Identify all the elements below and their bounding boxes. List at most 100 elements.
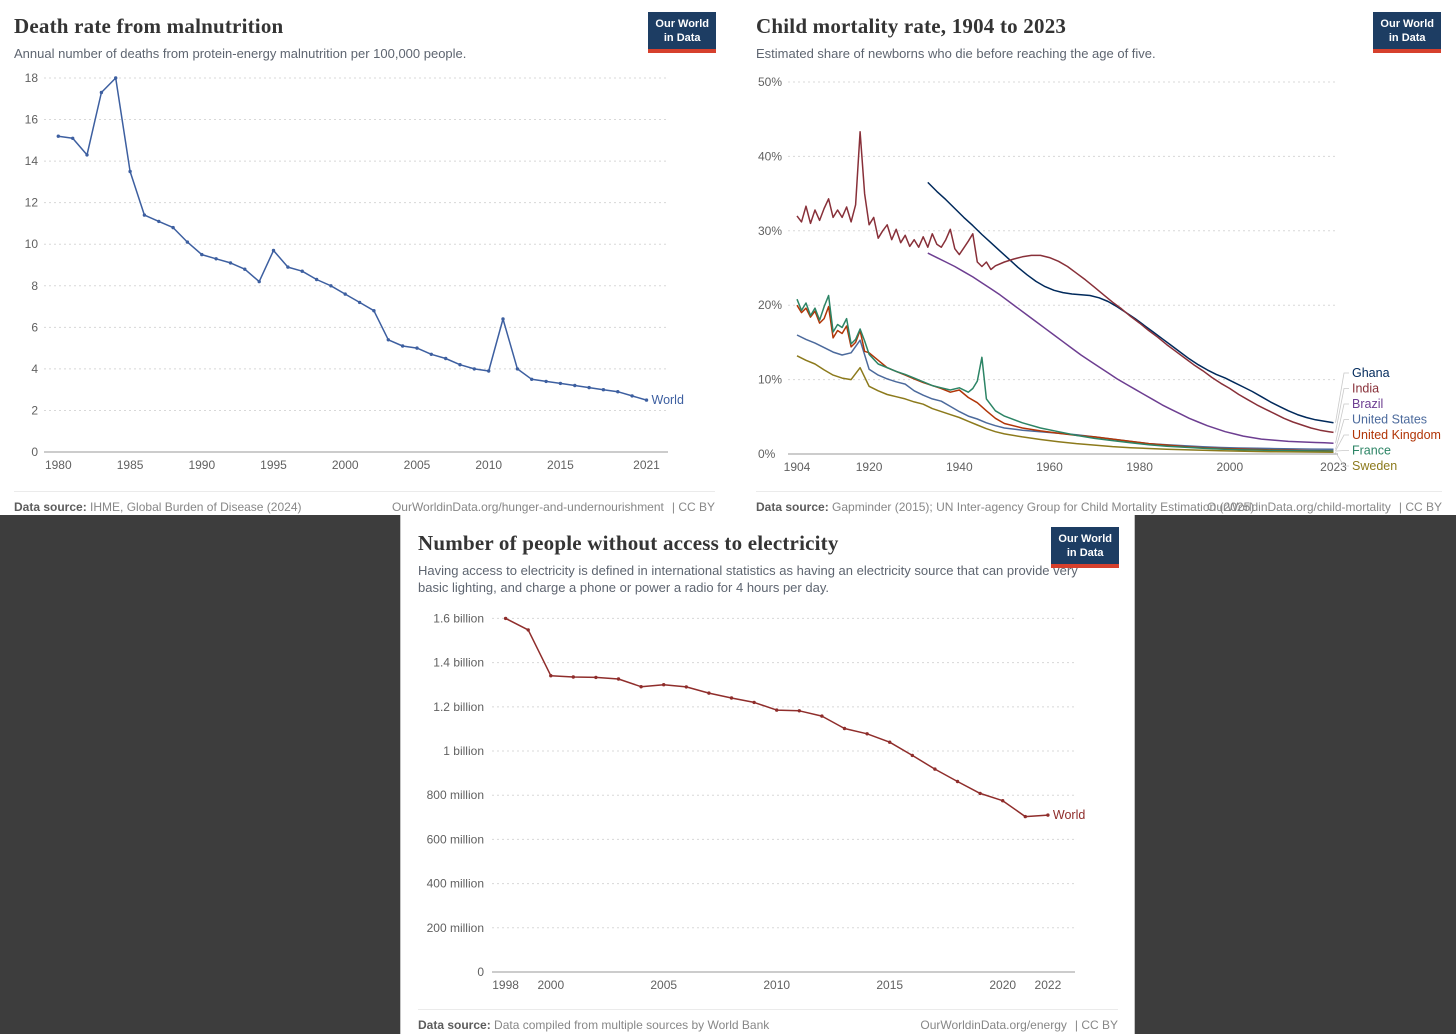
data-point-marker xyxy=(128,169,132,174)
x-tick-label: 1920 xyxy=(856,460,883,474)
data-point-marker xyxy=(300,269,304,273)
data-point-marker xyxy=(142,213,147,217)
child-mortality-chart-title: Child mortality rate, 1904 to 2023 xyxy=(756,14,1067,38)
data-point-marker xyxy=(573,383,577,388)
data-source-label: Data source: xyxy=(14,499,87,514)
data-point-marker xyxy=(501,317,505,321)
data-source-value: Gapminder (2015); UN Inter-agency Group … xyxy=(832,499,1255,514)
data-point-marker xyxy=(616,677,621,681)
owid-logo-line2: in Data xyxy=(1388,32,1426,45)
x-tick-label: 1998 xyxy=(492,978,519,992)
owid-logo-line2: in Data xyxy=(663,32,701,45)
data-source-label: Data source: xyxy=(756,499,829,514)
data-point-marker xyxy=(820,714,824,718)
cc-by-license-link[interactable]: | CC BY xyxy=(1398,499,1442,514)
data-point-marker xyxy=(503,616,508,620)
data-point-marker xyxy=(157,219,161,223)
child-mortality-chart-subtitle: Estimated share of newborns who die befo… xyxy=(756,46,1156,61)
data-point-marker xyxy=(707,691,711,695)
data-point-marker xyxy=(616,389,620,394)
legend-label-united-kingdom[interactable]: United Kingdom xyxy=(1352,428,1441,442)
x-tick-label: 1980 xyxy=(45,458,72,472)
y-tick-label: 1.6 billion xyxy=(433,611,484,625)
y-tick-label: 600 million xyxy=(427,832,484,846)
cc-by-license-link[interactable]: | CC BY xyxy=(671,499,715,514)
cc-by-license-link[interactable]: | CC BY xyxy=(1074,1017,1118,1032)
data-point-marker xyxy=(257,279,261,284)
data-point-marker xyxy=(594,675,598,679)
data-source-label: Data source: xyxy=(418,1017,491,1032)
data-point-marker xyxy=(644,398,649,402)
owid-topic-link[interactable]: OurWorldinData.org/hunger-and-undernouri… xyxy=(391,499,664,514)
malnutrition-line-chart[interactable]: 0 2 4 6 8 10 12 14 16 18 1980 1985 1990 1995 2000 2005 2… xyxy=(14,68,715,487)
x-tick-label: 1960 xyxy=(1036,460,1063,474)
data-point-marker xyxy=(429,352,433,356)
y-tick-label: 16 xyxy=(25,112,39,126)
series-end-label: World xyxy=(652,393,684,407)
top-charts-row: Death rate from malnutrition Annual numb… xyxy=(0,0,1456,515)
legend-label-france[interactable]: France xyxy=(1352,443,1391,457)
data-point-marker xyxy=(865,731,869,736)
footer-links: OurWorldinData.org/child-mortality | CC B… xyxy=(1207,500,1442,514)
owid-topic-link[interactable]: OurWorldinData.org/child-mortality xyxy=(1207,499,1391,514)
data-point-marker xyxy=(978,791,982,795)
series-line-india[interactable] xyxy=(796,130,1334,434)
x-tick-label: 1985 xyxy=(117,458,144,472)
x-tick-label: 1904 xyxy=(784,460,811,474)
electricity-line-chart[interactable]: 0 200 million 400 million 600 million 800 mi… xyxy=(418,602,1118,1005)
data-point-marker xyxy=(243,267,247,271)
owid-logo-line2: in Data xyxy=(1066,547,1104,560)
legend-label-ghana[interactable]: Ghana xyxy=(1352,366,1390,380)
series-line-france[interactable] xyxy=(796,294,1334,452)
x-tick-label: 2020 xyxy=(989,978,1016,992)
owid-logo: Our World in Data xyxy=(1373,12,1441,53)
owid-logo: Our World in Data xyxy=(648,12,716,53)
x-tick-label: 2015 xyxy=(876,978,903,992)
data-point-marker xyxy=(71,136,75,140)
data-point-marker xyxy=(630,394,634,398)
data-point-marker xyxy=(386,337,390,342)
legend-label-sweden[interactable]: Sweden xyxy=(1352,459,1397,473)
data-point-marker xyxy=(444,356,448,361)
legend-label-india[interactable]: India xyxy=(1352,381,1379,395)
data-point-marker xyxy=(472,367,476,371)
y-tick-label: 800 million xyxy=(427,788,484,802)
x-tick-label: 1980 xyxy=(1126,460,1153,474)
y-tick-label: 1.2 billion xyxy=(433,700,484,714)
series-line-united-states[interactable] xyxy=(796,334,1334,450)
data-point-marker xyxy=(752,700,756,704)
legend-connector xyxy=(1335,403,1349,444)
data-point-marker xyxy=(487,369,491,373)
series-line-united-kingdom[interactable] xyxy=(796,304,1334,452)
y-tick-label: 0% xyxy=(758,447,776,461)
legend-label-brazil[interactable]: Brazil xyxy=(1352,397,1383,411)
x-tick-label: 2005 xyxy=(650,978,677,992)
electricity-chart-footer: Data source: Data compiled from multiple… xyxy=(418,1008,1118,1032)
x-tick-label: 2005 xyxy=(404,458,431,472)
data-point-marker xyxy=(684,684,688,689)
y-tick-label: 1 billion xyxy=(443,744,484,758)
child-mortality-line-chart[interactable]: 0% 10% 20% 30% 40% 50% 1904 1920 1940 1960 1980 200… xyxy=(756,68,1442,487)
legend-label-united-states[interactable]: United States xyxy=(1352,412,1427,426)
data-point-marker xyxy=(587,385,591,390)
owid-topic-link[interactable]: OurWorldinData.org/energy xyxy=(920,1017,1067,1032)
desktop-background: Number of people without access to elect… xyxy=(0,515,1456,1034)
series-line-brazil[interactable] xyxy=(927,252,1334,444)
y-tick-label: 14 xyxy=(25,154,39,168)
owid-logo-line1: Our World xyxy=(1058,533,1112,545)
y-tick-label: 2 xyxy=(31,403,38,417)
legend-connector xyxy=(1335,451,1349,467)
data-point-marker xyxy=(797,708,801,713)
footer-links: OurWorldinData.org/hunger-and-undernouri… xyxy=(392,500,715,514)
child-mortality-chart-footer: Data source: Gapminder (2015); UN Inter-… xyxy=(756,490,1442,514)
legend-connector xyxy=(1335,418,1349,450)
series-line-world[interactable] xyxy=(505,617,1048,818)
data-source-value: Data compiled from multiple sources by W… xyxy=(494,1017,770,1032)
legend-connector xyxy=(1335,434,1349,451)
series-line-world[interactable] xyxy=(58,77,647,401)
x-tick-label: 2021 xyxy=(633,458,660,472)
series-line-sweden[interactable] xyxy=(796,355,1334,453)
data-point-marker xyxy=(955,779,960,783)
y-tick-label: 20% xyxy=(758,298,782,312)
legend-connector xyxy=(1335,449,1349,452)
